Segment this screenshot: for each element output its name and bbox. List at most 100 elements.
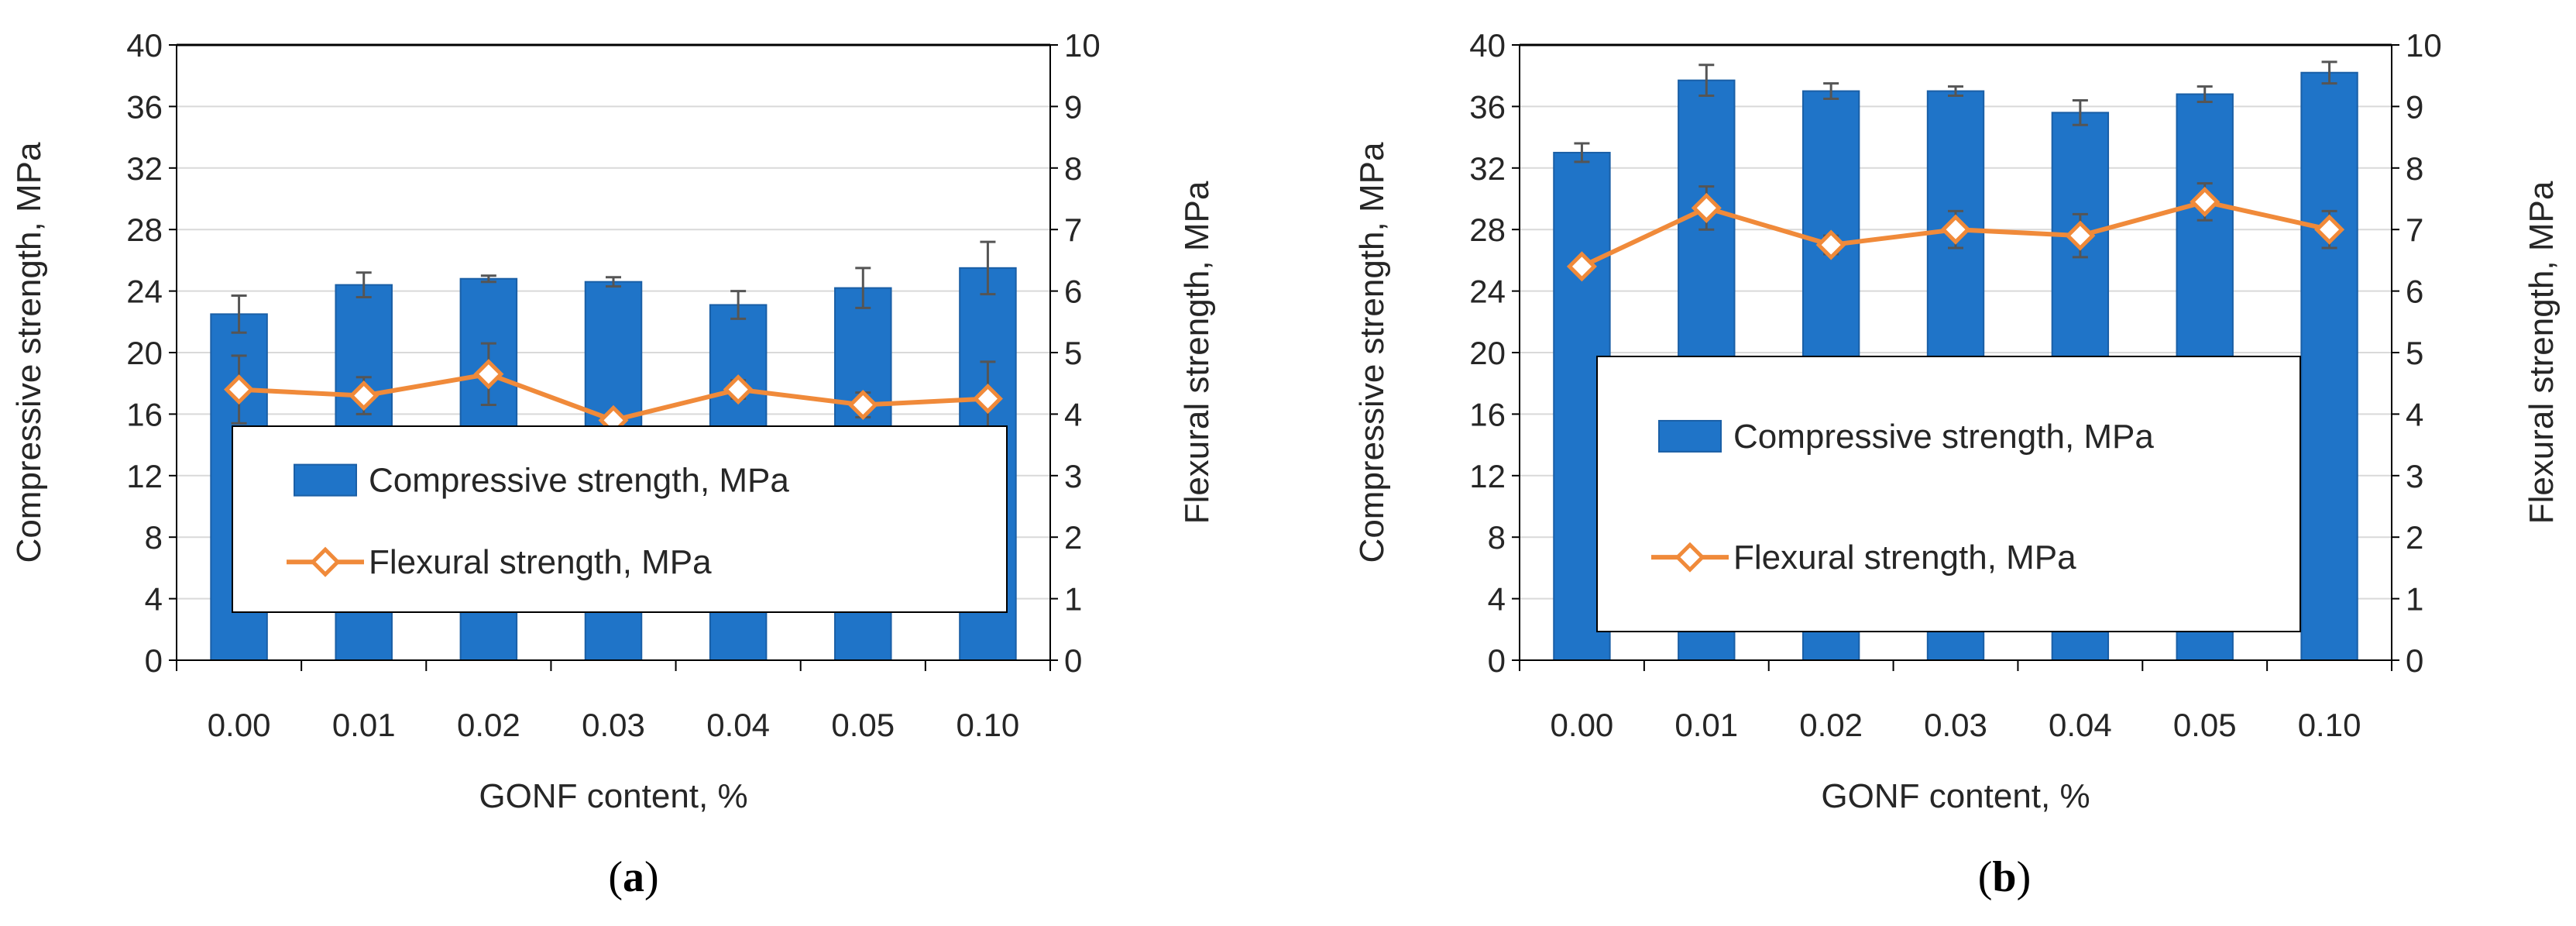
- tick-label-left: 20: [126, 335, 163, 371]
- bar: [2300, 71, 2358, 662]
- legend-label-compressive-b: Compressive strength, MPa: [1733, 418, 2154, 456]
- line-point: [1940, 214, 1971, 245]
- tick-label-x: 0.05: [2173, 707, 2237, 743]
- tick-label-left: 32: [126, 150, 163, 187]
- bar-error-bars-a: [231, 240, 996, 334]
- tick-label-right: 9: [2406, 88, 2423, 125]
- tick-label-left: 20: [1469, 335, 1506, 371]
- tick-label-x: 0.03: [582, 707, 645, 743]
- tick-label-left: 24: [1469, 274, 1506, 310]
- tick-label-right: 8: [1064, 150, 1082, 187]
- x-ticks-a: 0.00 0.01 0.02 0.03 0.04 0.05 0.10: [176, 660, 1051, 743]
- panel-label-b: (b): [1978, 853, 2031, 901]
- legend-box-a: [232, 425, 1008, 613]
- line-point: [1815, 229, 1846, 260]
- tick-label-x: 0.05: [831, 707, 895, 743]
- tick-label-left: 28: [126, 212, 163, 248]
- tick-label-left: 0: [1488, 642, 1506, 679]
- tick-label-x: 0.04: [706, 707, 770, 743]
- tick-label-left: 28: [1469, 212, 1506, 248]
- tick-label-x: 0.10: [2298, 707, 2361, 743]
- tick-label-x: 0.10: [957, 707, 1020, 743]
- tick-label-right: 9: [1064, 88, 1082, 125]
- legend-marker-a: [310, 546, 341, 577]
- tick-label-left: 4: [145, 581, 163, 618]
- line-point: [2314, 214, 2345, 245]
- line-point: [1566, 251, 1597, 282]
- x-axis-title-b: GONF content, %: [1821, 777, 2090, 815]
- line-point: [723, 374, 754, 405]
- tick-label-right: 2: [2406, 519, 2423, 556]
- panel-label-letter: a: [623, 853, 644, 901]
- tick-label-right: 3: [1064, 458, 1082, 494]
- line-point: [2190, 186, 2221, 218]
- legend-box-b: [1596, 356, 2301, 632]
- tick-label-right: 3: [2406, 458, 2423, 494]
- panel-label-open: (: [1978, 853, 1993, 901]
- tick-label-right: 5: [2406, 335, 2423, 371]
- tick-label-right: 6: [2406, 274, 2423, 310]
- tick-label-right: 7: [2406, 212, 2423, 248]
- tick-label-left: 16: [126, 396, 163, 432]
- legend-label-compressive-a: Compressive strength, MPa: [369, 462, 789, 500]
- tick-label-left: 40: [126, 27, 163, 64]
- panel-label-close: ): [644, 853, 659, 901]
- tick-label-x: 0.02: [1799, 707, 1863, 743]
- left-ticks-a: 0 4 8 12 16 20 24 28 32 36 40: [126, 27, 177, 679]
- y-axis-right-title-b: Flexural strength, MPa: [2523, 181, 2561, 524]
- line-point: [224, 374, 255, 405]
- tick-label-right: 10: [2406, 27, 2442, 64]
- tick-label-x: 0.01: [1674, 707, 1738, 743]
- line-point: [972, 384, 1003, 415]
- legend-bar-swatch-a: [294, 463, 357, 497]
- tick-label-right: 5: [1064, 335, 1082, 371]
- legend-bar-swatch-b: [1658, 419, 1722, 453]
- tick-label-x: 0.04: [2049, 707, 2112, 743]
- tick-label-left: 24: [126, 274, 163, 310]
- flexural-line-b: [1566, 182, 2345, 282]
- bar-error-bars-b: [1574, 60, 2337, 164]
- tick-label-left: 0: [145, 642, 163, 679]
- tick-label-right: 0: [2406, 642, 2423, 679]
- legend-label-flexural-a: Flexural strength, MPa: [369, 543, 712, 581]
- tick-label-left: 4: [1488, 581, 1506, 618]
- tick-label-right: 1: [1064, 581, 1082, 618]
- tick-label-right: 6: [1064, 274, 1082, 310]
- tick-label-right: 4: [1064, 396, 1082, 432]
- line-point: [847, 389, 878, 421]
- tick-label-left: 8: [1488, 519, 1506, 556]
- right-ticks-b: 0 1 2 3 4 5 6 7 8 9 10: [2392, 27, 2442, 679]
- tick-label-right: 1: [2406, 581, 2423, 618]
- tick-label-right: 7: [1064, 212, 1082, 248]
- x-ticks-b: 0.00 0.01 0.02 0.03 0.04 0.05 0.10: [1519, 660, 2392, 743]
- tick-label-x: 0.00: [1551, 707, 1614, 743]
- panel-label-letter: b: [1992, 853, 2016, 901]
- tick-label-right: 10: [1064, 27, 1101, 64]
- tick-label-left: 12: [126, 458, 163, 494]
- tick-label-x: 0.03: [1924, 707, 1987, 743]
- y-axis-left-title-b: Compressive strength, MPa: [1353, 142, 1391, 563]
- line-point: [349, 380, 380, 411]
- y-axis-right-title-a: Flexural strength, MPa: [1178, 181, 1216, 524]
- tick-label-left: 36: [1469, 88, 1506, 125]
- legend-a: Compressive strength, MPa Flexural stren…: [232, 425, 1008, 613]
- right-ticks-a: 0 1 2 3 4 5 6 7 8 9 10: [1050, 27, 1101, 679]
- flexural-line-a: [224, 342, 1003, 437]
- line-point: [473, 359, 504, 390]
- legend-label-flexural-b: Flexural strength, MPa: [1733, 539, 2076, 577]
- panel-label-open: (: [608, 853, 623, 901]
- tick-label-left: 12: [1469, 458, 1506, 494]
- tick-label-left: 8: [145, 519, 163, 556]
- tick-label-x: 0.00: [208, 707, 271, 743]
- x-axis-title-a: GONF content, %: [479, 777, 747, 815]
- legend-b: Compressive strength, MPa Flexural stren…: [1596, 356, 2301, 632]
- tick-label-right: 4: [2406, 396, 2423, 432]
- tick-label-x: 0.02: [457, 707, 520, 743]
- tick-label-right: 2: [1064, 519, 1082, 556]
- panel-label-close: ): [2017, 853, 2032, 901]
- line-point: [1691, 192, 1722, 223]
- tick-label-x: 0.01: [332, 707, 396, 743]
